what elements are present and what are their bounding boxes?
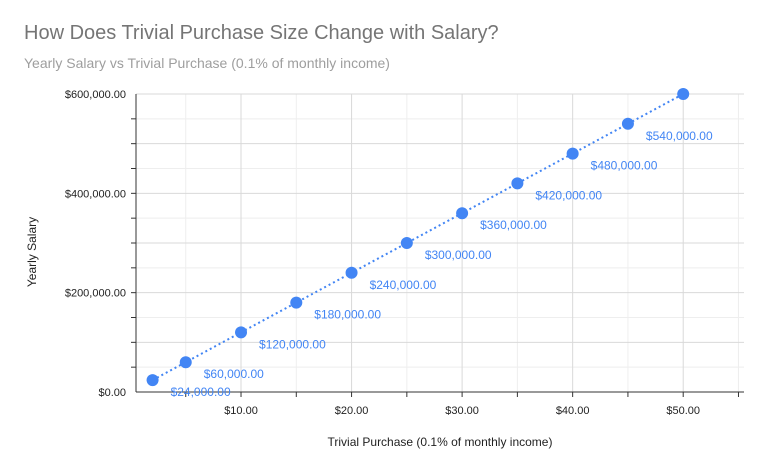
trendline-path (152, 93, 684, 381)
y-tick-label: $0.00 (98, 387, 126, 399)
x-axis-title: Trivial Purchase (0.1% of monthly income… (328, 435, 553, 449)
tick-labels: $10.00 $20.00 $30.00 $40.00 $50.00 $0.00 $200,… (65, 89, 700, 417)
data-labels: $24,000.00 $60,000.00 $120,000.00 $180,000.… (171, 129, 713, 399)
data-label: $24,000.00 (171, 385, 231, 399)
data-point (511, 177, 524, 190)
data-label: $240,000.00 (370, 278, 437, 292)
data-point (345, 266, 358, 279)
data-point (677, 88, 690, 100)
data-label: $540,000.00 (646, 129, 713, 143)
chart-subtitle: Yearly Salary vs Trivial Purchase (0.1% … (24, 55, 390, 71)
data-point (290, 296, 303, 309)
chart-title: How Does Trivial Purchase Size Change wi… (24, 22, 499, 44)
data-label: $360,000.00 (480, 218, 547, 232)
data-label: $60,000.00 (204, 367, 264, 381)
y-tick-label: $200,000.00 (65, 288, 126, 300)
data-point (566, 147, 579, 160)
trendline (152, 93, 684, 381)
data-point (146, 374, 159, 387)
data-label: $120,000.00 (259, 337, 326, 351)
y-axis-title: Yearly Salary (25, 217, 39, 287)
major-gridlines (136, 93, 744, 392)
data-point (179, 356, 192, 369)
axes (131, 94, 744, 397)
data-point (456, 207, 469, 220)
x-tick-label: $50.00 (666, 405, 700, 417)
data-point (621, 117, 634, 130)
x-tick-label: $30.00 (445, 405, 479, 417)
data-point (400, 237, 413, 249)
data-label: $180,000.00 (314, 308, 381, 322)
data-point (235, 326, 248, 339)
y-tick-label: $400,000.00 (65, 188, 126, 200)
y-tick-label: $600,000.00 (65, 89, 126, 101)
x-tick-label: $40.00 (556, 405, 590, 417)
data-label: $480,000.00 (591, 159, 658, 173)
data-label: $300,000.00 (425, 248, 492, 262)
x-tick-label: $10.00 (224, 405, 258, 417)
data-points (146, 88, 690, 387)
data-label: $420,000.00 (535, 188, 602, 202)
x-tick-label: $20.00 (335, 405, 369, 417)
